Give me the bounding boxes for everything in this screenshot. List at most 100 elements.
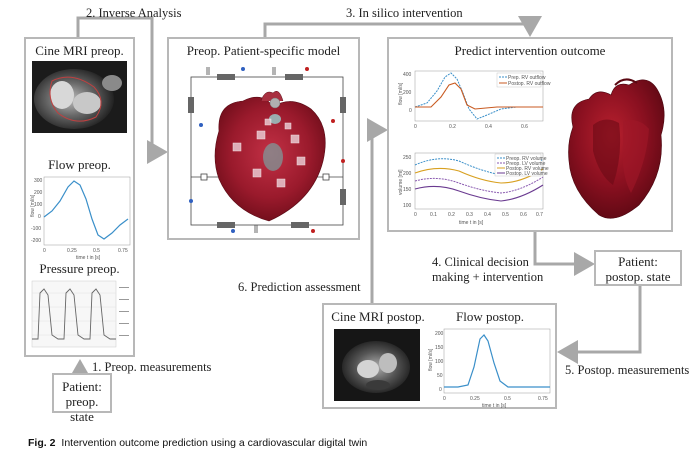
flow-preop-ytick: -200 (31, 238, 41, 244)
flow-preop-xtick: 0.5 (93, 248, 100, 254)
flow-preop-line (43, 180, 129, 240)
postop-rv-outflow-line (415, 82, 543, 110)
flow-preop-ytick: -100 (31, 226, 41, 232)
cine-mri-postop-image (334, 329, 420, 401)
flow-postop-ytick: 150 (435, 345, 444, 351)
predict-panel-title: Predict intervention outcome (454, 43, 606, 58)
flow-postop-ytick: 50 (437, 373, 443, 379)
legend-postop-rv-outflow: Postop. RV outflow (508, 81, 551, 87)
step-postop-measurements: 5. Postop. measurements (565, 363, 690, 377)
postop-measurements-arrow (557, 284, 642, 364)
flow-postop-xtick: 0.25 (470, 396, 480, 402)
predicted-outflow-ytick: 0 (409, 108, 412, 114)
legend-preop-lv-volume: Preop. LV volume (506, 161, 546, 167)
figure-caption: Fig. 2 Intervention outcome prediction us… (28, 437, 367, 449)
flow-preop-ytick: 200 (34, 190, 43, 196)
predicted-outflow-ytick: 400 (403, 72, 412, 78)
pressure-preop-title: Pressure preop. (39, 261, 120, 276)
step-clinical-decision-line1: 4. Clinical decision (432, 255, 529, 269)
flow-preop-xtick: 0.75 (118, 248, 128, 254)
patient-preop-line2: preop. state (65, 394, 99, 424)
flow-postop-xtick: 0.5 (504, 396, 511, 402)
inverse-analysis-arrow (76, 16, 168, 164)
patient-postop-state-box: Patient: postop. state (594, 250, 682, 286)
legend-postop-lv-volume: Postop. LV volume (506, 171, 548, 177)
flow-preop-xlabel: time t in [s] (76, 255, 101, 261)
model-panel-title: Preop. Patient-specific model (186, 43, 341, 58)
flow-preop-xtick: 0 (43, 248, 46, 254)
predicted-volume-xtick: 0.6 (520, 212, 527, 218)
prediction-assessment-arrow (367, 118, 388, 310)
flow-postop-title: Flow postop. (456, 309, 524, 324)
predicted-volume-xtick: 0.2 (448, 212, 455, 218)
cine-mri-preop-image (32, 61, 127, 133)
predicted-volume-ytick: 250 (403, 155, 412, 161)
cine-mri-preop-title: Cine MRI preop. (35, 43, 124, 58)
predicted-volume-xtick: 0 (414, 212, 417, 218)
top-chart-legend: Prep. RV outflow Postop. RV outflow (496, 72, 551, 88)
clinical-decision-arrow (533, 232, 595, 276)
step-inverse-analysis: 2. Inverse Analysis (86, 6, 182, 20)
predicted-volume-xtick: 0.1 (430, 212, 437, 218)
flow-preop-title: Flow preop. (48, 157, 111, 172)
flow-postop-ytick: 100 (435, 359, 444, 365)
cine-mri-postop-title: Cine MRI postop. (331, 309, 425, 324)
predicted-outflow-chart: flow [ml/s] 400 200 0 0 0.2 0.4 0.6 Prep… (398, 70, 551, 130)
predicted-volume-ylabel: volume [ml] (398, 169, 404, 195)
flow-preop-ytick: 100 (34, 202, 43, 208)
lumped-circuit-diagram (188, 67, 346, 233)
flow-postop-ylabel: flow [ml/s] (428, 348, 434, 371)
step-prediction-assessment: 6. Prediction assessment (238, 280, 361, 294)
flow-preop-ylabel: flow [ml/s] (30, 194, 36, 217)
step-in-silico-intervention: 3. In silico intervention (346, 6, 463, 20)
predicted-volume-ytick: 150 (403, 187, 412, 193)
preop-lv-volume-line (414, 176, 544, 194)
patient-postop-line1: Patient: (618, 254, 658, 269)
preop-rv-volume-line (414, 158, 544, 176)
flow-postop-ytick: 200 (435, 331, 444, 337)
figure-caption-text: Intervention outcome prediction using a … (61, 437, 368, 449)
in-silico-arrow (263, 16, 542, 38)
patient-postop-line2: postop. state (605, 269, 671, 284)
preop-measurements-panel: Cine MRI preop. Flow preop. flow [ml/s] … (24, 37, 135, 357)
legend-preop-rv-volume: Preop. RV volume (506, 156, 547, 162)
predicted-outflow-xtick: 0.4 (485, 124, 492, 130)
patient-specific-model-panel: Preop. Patient-specific model (167, 37, 360, 240)
predicted-outflow-xtick: 0.6 (521, 124, 528, 130)
predicted-volume-xtick: 0.3 (466, 212, 473, 218)
predicted-volume-xlabel: time t in [s] (459, 220, 484, 226)
predicted-volume-ytick: 200 (403, 171, 412, 177)
postop-lv-volume-line (414, 184, 544, 202)
pressure-preop-chart (31, 280, 129, 348)
patient-preop-state-box: Patient: preop. state (52, 373, 112, 424)
predicted-heart-model (568, 78, 665, 219)
flow-postop-xlabel: time t in [s] (482, 403, 507, 409)
flow-postop-xtick: 0.75 (538, 396, 548, 402)
flow-preop-ytick: 0 (38, 214, 41, 220)
flow-postop-chart: flow [ml/s] 200 150 100 50 0 0 0.25 0.5 … (428, 328, 551, 409)
predicted-volume-xtick: 0.5 (502, 212, 509, 218)
legend-preop-rv-outflow: Prep. RV outflow (508, 75, 546, 81)
predicted-outflow-ylabel: flow [ml/s] (398, 82, 404, 105)
flow-preop-chart: flow [ml/s] 300 200 100 0 -100 -200 0 0.… (30, 176, 131, 261)
postop-measurements-panel: Cine MRI postop. Flow postop. flow [ml/s… (322, 303, 557, 409)
patient-preop-line1: Patient: (62, 379, 102, 394)
step-preop-measurements: 1. Preop. measurements (92, 360, 212, 374)
step-clinical-decision-line2: making + intervention (432, 270, 544, 284)
flow-postop-line (444, 334, 550, 388)
figure-caption-label: Fig. 2 (28, 437, 56, 449)
predicted-outflow-xtick: 0.2 (449, 124, 456, 130)
pressure-preop-waveform (32, 288, 116, 340)
predicted-outflow-xtick: 0 (414, 124, 417, 130)
legend-postop-rv-volume: Postop. RV volume (506, 166, 549, 172)
predicted-volume-xtick: 0.7 (536, 212, 543, 218)
flow-preop-xtick: 0.25 (67, 248, 77, 254)
predicted-volume-chart: volume [ml] 250 200 150 100 0 0.1 0.2 0.… (398, 152, 549, 226)
bottom-chart-legend: Preop. RV volume Preop. LV volume Postop… (494, 153, 549, 177)
predicted-volume-xtick: 0.4 (484, 212, 491, 218)
predict-outcome-panel: Predict intervention outcome flow [ml/s]… (387, 37, 673, 232)
flow-postop-xtick: 0 (443, 396, 446, 402)
predicted-volume-ytick: 100 (403, 203, 412, 209)
predicted-outflow-ytick: 200 (403, 90, 412, 96)
